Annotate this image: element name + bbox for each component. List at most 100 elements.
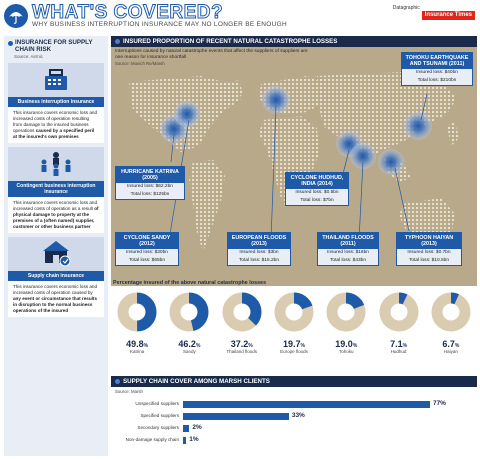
bottom-source: Source: Marsh [115, 389, 143, 394]
event-callout: THAILAND FLOODS (2011) Insured loss: $16… [317, 232, 379, 266]
section-header: SUPPLY CHAIN COVER AMONG MARSH CLIENTS [111, 376, 477, 387]
bar [183, 425, 190, 432]
page-subtitle: WHY BUSINESS INTERRUPTION INSURANCE MAY … [32, 21, 287, 28]
card-label: Business interruption insurance [8, 97, 104, 107]
donut-katrina: 49.8% Katrina [115, 292, 159, 354]
insurance-card: Supply chain insurance This insurance co… [8, 237, 104, 317]
europe-floods-marker [262, 86, 290, 114]
donut-insured-arc [117, 292, 157, 332]
event-callout: EUROPEAN FLOODS (2013) Insured loss: $3b… [227, 232, 291, 266]
donut-value: 19.7% [283, 339, 305, 349]
continents [129, 72, 459, 252]
card-image [8, 237, 104, 271]
brand: DatagraphicInsurance Times [393, 3, 475, 21]
donut-value: 19.0% [335, 339, 358, 349]
page-title: WHAT'S COVERED? [31, 2, 224, 24]
tohoku-marker [404, 112, 432, 140]
bullet-icon [115, 379, 120, 384]
donut-value: 7.1% [390, 339, 408, 349]
sandy-marker [174, 101, 200, 127]
bar-value: 2% [192, 424, 202, 431]
donut-insured-arc [169, 292, 209, 332]
bar-label: Specified suppliers [140, 413, 179, 418]
donut-chart [431, 292, 471, 332]
percentage-donuts: 49.8% Katrina 46.2% Sandy 37.2% Thailand floo… [111, 286, 477, 373]
section-header: INSURED PROPORTION OF RECENT NATURAL CAT… [111, 36, 477, 47]
event-callout: HURRICANE KATRINA (2005) Insured loss: $… [115, 166, 185, 200]
donut-haiyan: 6.7% Haiyan [429, 292, 473, 354]
header: WHAT'S COVERED? WHY BUSINESS INTERRUPTIO… [0, 0, 480, 33]
insurance-card: Business interruption insurance This ins… [8, 63, 104, 143]
donut-chart [169, 292, 209, 332]
insurance-card: Contingent business interruption insuran… [8, 147, 104, 233]
donut-insured-arc [379, 292, 419, 332]
event-callout: TYPHOON HAIYAN (2013) Insured loss: $0.7… [396, 232, 462, 266]
card-description: This insurance covers economic loss and … [13, 284, 98, 313]
card-image [8, 63, 104, 97]
event-callout: TOHOKU EARTHQUAKE AND TSUNAMI (2011) Ins… [401, 52, 473, 86]
percentage-heading: Percentage insured of the above natural … [113, 280, 267, 286]
world-map [129, 72, 459, 252]
bar [183, 437, 187, 444]
donut-label: Tohoku [339, 349, 354, 354]
donut-chart [222, 292, 262, 332]
donut-sandy: 46.2% Sandy [167, 292, 211, 354]
event-callout: CYCLONE HUDHUD, INDIA (2014) Insured los… [285, 172, 349, 206]
donut-label: Europe floods [280, 349, 308, 354]
card-image [8, 147, 104, 181]
bar-value: 33% [291, 412, 305, 419]
card-label: Contingent business interruption insuran… [8, 181, 104, 197]
donut-europe-floods: 19.7% Europe floods [272, 292, 316, 354]
donut-value: 6.7% [442, 339, 460, 349]
bar [183, 401, 430, 408]
donut-value: 37.2% [230, 339, 253, 349]
card-description: This insurance covers economic loss and … [13, 110, 98, 139]
datagraphic-label: Datagraphic [392, 5, 420, 11]
donut-label: Haiyan [443, 349, 458, 354]
card-label: Supply chain insurance [8, 271, 104, 281]
event-markers [160, 86, 432, 175]
donut-label: Katrina [130, 349, 145, 354]
bar-row: Secondary suppliers 2% [111, 424, 477, 433]
bar-label: Unspecified suppliers [135, 401, 179, 406]
bar-label: Non-damage supply chain [125, 437, 179, 442]
people-network-icon [41, 152, 71, 176]
left-panel: INSURANCE FOR SUPPLY CHAIN RISK Source: … [4, 36, 108, 456]
donut-insured-arc [274, 292, 314, 332]
left-source: Source: Airmic [14, 54, 44, 59]
intro-text: Interruptions caused by natural catastro… [115, 49, 315, 67]
brand-logo: Insurance Times [421, 11, 475, 20]
catastrophe-panel: INSURED PROPORTION OF RECENT NATURAL CAT… [111, 36, 477, 373]
donut-chart [274, 292, 314, 332]
supply-chain-panel: SUPPLY CHAIN COVER AMONG MARSH CLIENTS S… [111, 376, 477, 456]
left-title: INSURANCE FOR SUPPLY CHAIN RISK [15, 39, 93, 53]
bar-value: 77% [432, 400, 446, 407]
bullet-icon [115, 39, 120, 44]
thailand-marker [350, 143, 376, 169]
supply-chain-icon [43, 241, 71, 267]
donut-chart [117, 292, 157, 332]
donut-tohoku: 19.0% Tohoku [324, 292, 368, 354]
bar-row: Unspecified suppliers 77% [111, 400, 477, 409]
event-callout: CYCLONE SANDY (2012) Insured loss: $30bn… [115, 232, 179, 266]
donut-insured-arc [431, 292, 471, 332]
card-description: This insurance covers economic loss and … [13, 200, 99, 229]
donut-value: 49.8% [126, 339, 149, 349]
donut-chart [326, 292, 366, 332]
bar-row: Non-damage supply chain 1% [111, 436, 477, 445]
main-source: Source: Munich Re/Marsh [115, 61, 165, 67]
donut-insured-arc [222, 292, 262, 332]
donut-hudhud: 7.1% Hudhud [377, 292, 421, 354]
donut-chart [379, 292, 419, 332]
donut-insured-arc [326, 292, 366, 332]
bar-label: Secondary suppliers [137, 425, 179, 430]
cash-register-icon [45, 69, 67, 90]
bullet-icon [8, 41, 13, 46]
bar-row: Specified suppliers 33% [111, 412, 477, 421]
bar-value: 1% [189, 436, 199, 443]
donut-label: Sandy [183, 349, 196, 354]
donut-thailand-floods: 37.2% Thailand floods [220, 292, 264, 354]
left-section-head: INSURANCE FOR SUPPLY CHAIN RISK [4, 36, 108, 53]
section-title: SUPPLY CHAIN COVER AMONG MARSH CLIENTS [123, 378, 270, 385]
bar [183, 413, 289, 420]
